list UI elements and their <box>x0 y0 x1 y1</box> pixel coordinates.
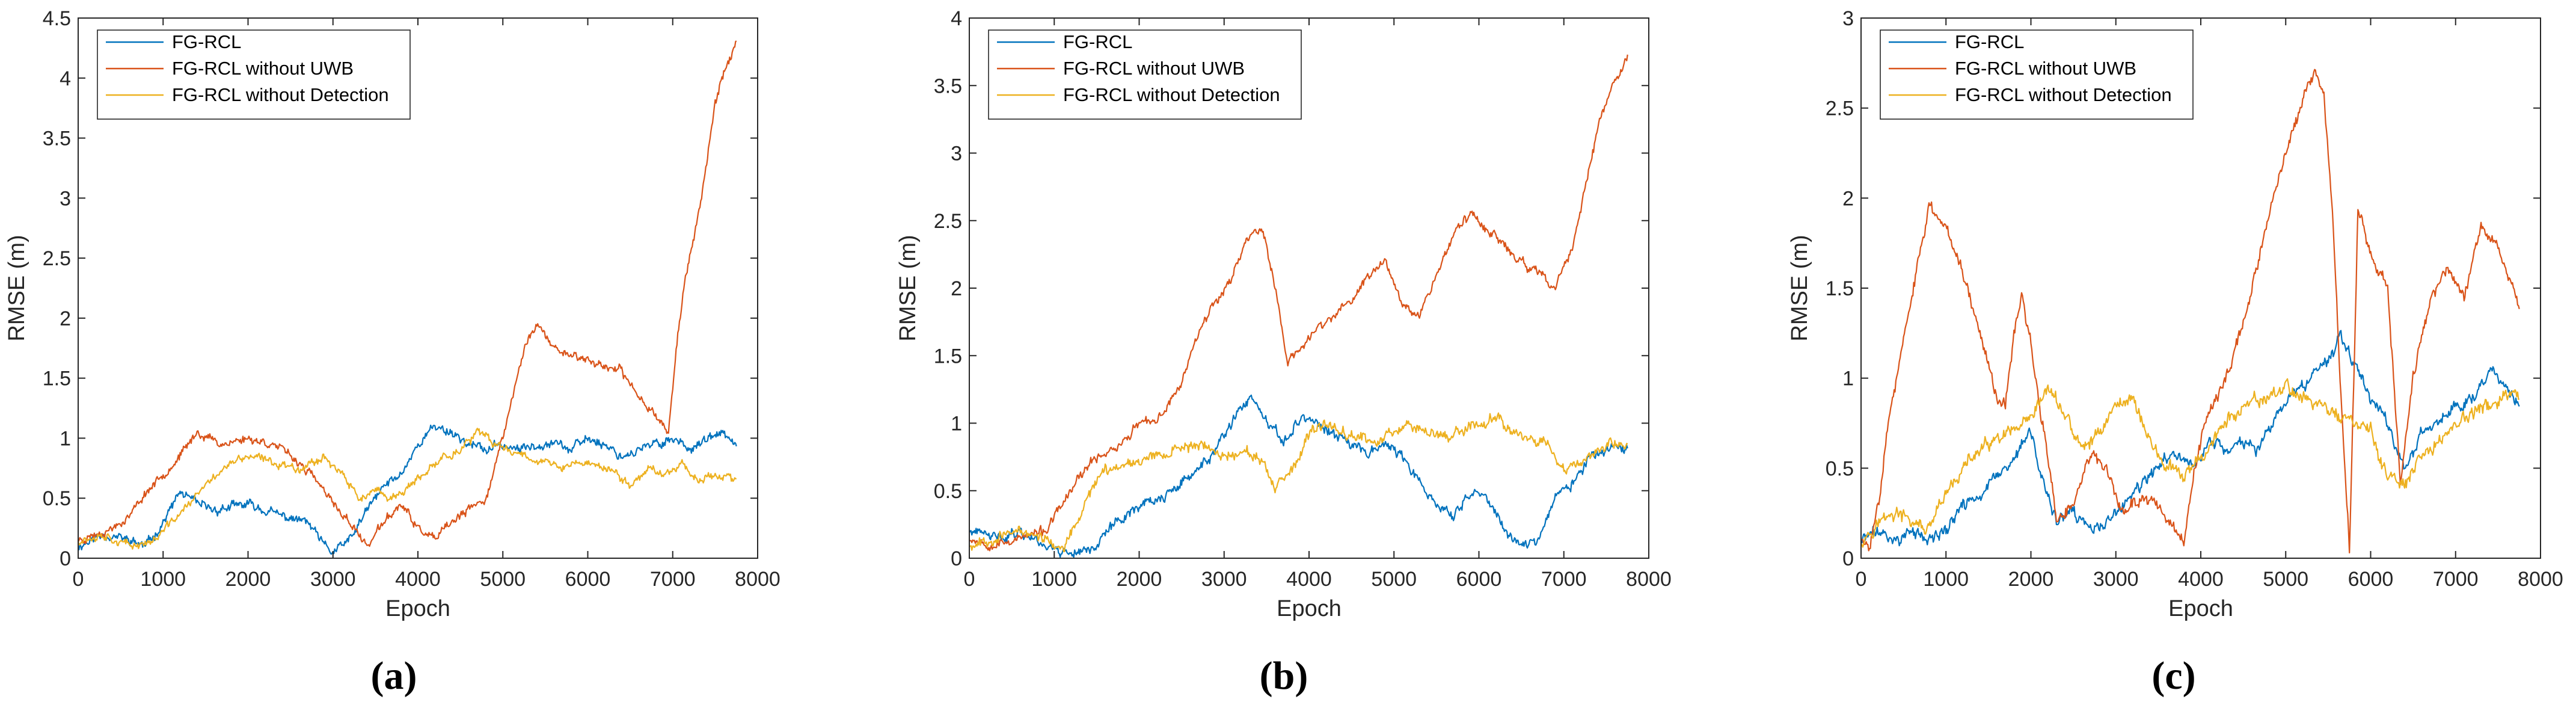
series-line-fg-rcl-without-detection <box>969 412 1628 552</box>
x-tick-label: 2000 <box>225 568 271 591</box>
x-tick-label: 0 <box>1856 568 1867 591</box>
series-line-fg-rcl-without-detection <box>1861 378 2520 548</box>
y-tick-label: 1.5 <box>1826 277 1854 300</box>
y-tick-label: 1.5 <box>934 345 962 368</box>
legend-entry: FG-RCL without UWB <box>172 58 354 79</box>
y-tick-label: 4 <box>951 7 962 30</box>
y-tick-label: 0 <box>60 547 71 570</box>
x-tick-label: 6000 <box>2348 568 2394 591</box>
x-axis-label: Epoch <box>2168 596 2233 621</box>
y-tick-label: 2.5 <box>43 247 71 270</box>
y-axis-label: RMSE (m) <box>895 235 921 341</box>
series-line-fg-rcl-without-uwb <box>78 40 737 547</box>
y-tick-label: 3 <box>951 143 962 165</box>
x-tick-label: 0 <box>964 568 975 591</box>
y-tick-label: 0.5 <box>934 480 962 503</box>
x-tick-label: 7000 <box>1541 568 1587 591</box>
chart-panel-a: 0 1000 2000 3000 4000 5000 6000 7000 8000 0 0.5 1 1.… <box>4 7 780 698</box>
x-tick-label: 6000 <box>1456 568 1502 591</box>
y-tick-label: 2 <box>60 307 71 330</box>
y-tick-label: 1.5 <box>43 368 71 390</box>
legend: FG-RCL FG-RCL without UWB FG-RCL without D… <box>1880 29 2194 120</box>
y-tick-label: 0.5 <box>43 487 71 510</box>
panel-caption: (a) <box>371 654 417 698</box>
legend-entry: FG-RCL without UWB <box>1955 58 2136 79</box>
y-tick-label: 2.5 <box>1826 97 1854 120</box>
x-tick-label: 8000 <box>2518 568 2563 591</box>
panel-caption: (b) <box>1260 654 1308 698</box>
x-tick-label: 2000 <box>1117 568 1162 591</box>
panel-caption: (c) <box>2151 654 2195 698</box>
y-tick-label: 3 <box>60 187 71 210</box>
x-tick-label: 1000 <box>1923 568 1969 591</box>
y-tick-label: 0 <box>951 547 962 570</box>
legend-entry: FG-RCL <box>172 31 241 52</box>
legend-entry: FG-RCL without Detection <box>1955 84 2172 105</box>
x-tick-label: 1000 <box>140 568 186 591</box>
y-tick-label: 4.5 <box>43 7 71 30</box>
x-tick-label: 6000 <box>565 568 611 591</box>
y-tick-label: 2 <box>951 277 962 300</box>
x-tick-label: 5000 <box>1371 568 1417 591</box>
y-tick-label: 2 <box>1842 187 1854 210</box>
x-tick-label: 0 <box>73 568 84 591</box>
series-line-fg-rcl <box>1861 330 2520 547</box>
y-tick-label: 3 <box>1842 7 1854 30</box>
x-tick-label: 3000 <box>310 568 356 591</box>
x-tick-label: 4000 <box>395 568 441 591</box>
legend-entry: FG-RCL without Detection <box>172 84 389 105</box>
y-tick-label: 0.5 <box>1826 457 1854 480</box>
y-tick-label: 4 <box>60 67 71 90</box>
x-tick-label: 3000 <box>2093 568 2139 591</box>
series-line-fg-rcl-without-uwb <box>1861 69 2520 554</box>
legend-entry: FG-RCL without Detection <box>1063 84 1280 105</box>
x-tick-label: 4000 <box>1286 568 1332 591</box>
x-tick-label: 7000 <box>650 568 696 591</box>
y-axis-label: RMSE (m) <box>4 235 29 341</box>
legend-box <box>988 29 1302 120</box>
legend-box <box>97 29 411 120</box>
x-axis-label: Epoch <box>385 596 450 621</box>
x-tick-label: 5000 <box>480 568 526 591</box>
x-tick-label: 2000 <box>2008 568 2054 591</box>
y-axis-label: RMSE (m) <box>1787 235 1812 341</box>
x-tick-label: 1000 <box>1031 568 1077 591</box>
x-tick-label: 8000 <box>735 568 780 591</box>
series-line-fg-rcl-without-detection <box>78 428 737 550</box>
y-tick-label: 1 <box>951 413 962 436</box>
legend: FG-RCL FG-RCL without UWB FG-RCL without D… <box>97 29 411 120</box>
series-line-fg-rcl-without-uwb <box>969 54 1628 552</box>
chart-panel-b: 0 1000 2000 3000 4000 5000 6000 7000 8000 0 0.5 1 1.… <box>895 7 1672 698</box>
legend-entry: FG-RCL without UWB <box>1063 58 1245 79</box>
x-axis-label: Epoch <box>1277 596 1342 621</box>
y-tick-label: 1 <box>60 427 71 450</box>
legend: FG-RCL FG-RCL without UWB FG-RCL without D… <box>988 29 1302 120</box>
y-tick-label: 1 <box>1842 368 1854 390</box>
y-tick-label: 3.5 <box>934 75 962 97</box>
y-tick-label: 0 <box>1842 547 1854 570</box>
legend-entry: FG-RCL <box>1955 31 2024 52</box>
series-line-fg-rcl <box>78 424 737 555</box>
legend-box <box>1880 29 2194 120</box>
series-line-fg-rcl <box>969 394 1628 558</box>
x-tick-label: 7000 <box>2433 568 2479 591</box>
legend-entry: FG-RCL <box>1063 31 1132 52</box>
x-tick-label: 8000 <box>1626 568 1672 591</box>
x-tick-label: 3000 <box>1201 568 1247 591</box>
x-tick-label: 5000 <box>2263 568 2308 591</box>
y-tick-label: 2.5 <box>934 210 962 233</box>
chart-panel-c: 0 1000 2000 3000 4000 5000 6000 7000 8000 0 0.5 1 1.… <box>1787 7 2563 698</box>
x-tick-label: 4000 <box>2178 568 2224 591</box>
y-tick-label: 3.5 <box>43 128 71 150</box>
